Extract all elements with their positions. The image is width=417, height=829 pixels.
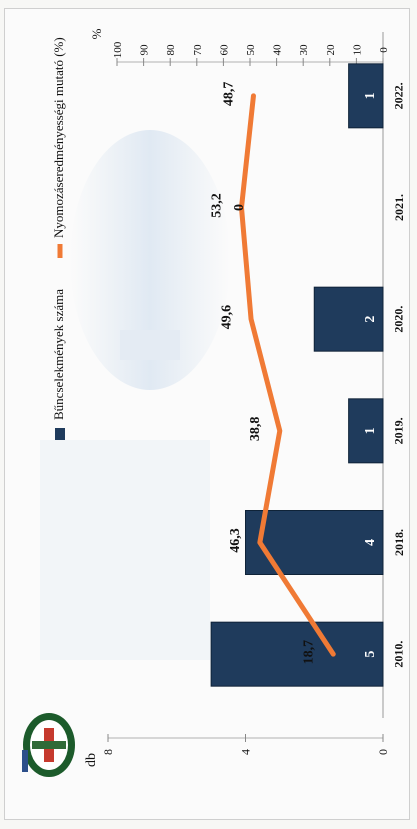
category-label: 2019. [392,417,406,444]
legend-label-line: Nyomozáseredményességi mutató (%) [51,37,66,238]
line-value-label: 49,6 [219,305,234,330]
bar [348,398,384,464]
percentage-line [238,93,336,657]
category-label: 2020. [392,306,406,333]
category-label: 2010. [392,641,406,668]
bar [348,63,384,129]
emblem-logo [22,713,75,777]
right-axis-tick-label: 20 [325,44,337,56]
bar-value-label: 1 [363,92,378,99]
bar-value-label: 0 [232,204,247,211]
right-axis-tick-label: 40 [272,44,284,56]
left-axis-unit: db [84,753,99,767]
right-axis-tick-label: 100 [112,41,124,58]
line-value-label: 46,3 [228,528,243,553]
category-label: 2021. [392,194,406,221]
bar [313,286,384,352]
right-axis-tick-label: 0 [378,47,390,53]
bar [245,510,384,575]
right-axis-tick-label: 80 [165,44,177,56]
left-axis-tick-label: 4 [239,749,253,755]
bar-value-label: 5 [363,651,378,658]
labels-layer: 5 2010. 4 2018. 1 2019. 2 2020. 0 2021. 1 2022. 18,7… [210,82,406,668]
legend-swatch-bars [55,428,65,440]
legend-layer: Bűncselekmények száma Nyomozáseredményess… [51,37,66,440]
bar-value-label: 4 [363,539,378,546]
right-axis-tick-label: 70 [192,44,204,56]
line-layer [238,93,336,657]
right-axis-tick-label: 50 [245,44,257,56]
left-axis-tick-label: 0 [376,749,390,755]
bar [210,621,384,687]
line-value-label: 38,8 [248,417,263,442]
line-value-label: 53,2 [210,193,225,218]
line-value-label: 48,7 [222,82,237,107]
right-axis-tick-label: 10 [351,44,363,56]
bar-value-label: 1 [363,427,378,434]
bars-layer [210,63,384,687]
right-axis-tick-label: 90 [139,44,151,56]
right-axis-unit: % [89,28,104,39]
legend-label-bars: Bűncselekmények száma [51,289,66,420]
right-axis-tick-label: 60 [218,44,230,56]
right-axis-tick-label: 30 [298,44,310,56]
category-label: 2022. [392,82,406,109]
bar-value-label: 2 [363,316,378,323]
left-axis-tick-label: 8 [101,749,115,755]
category-label: 2018. [392,529,406,556]
line-value-label: 18,7 [301,640,316,665]
